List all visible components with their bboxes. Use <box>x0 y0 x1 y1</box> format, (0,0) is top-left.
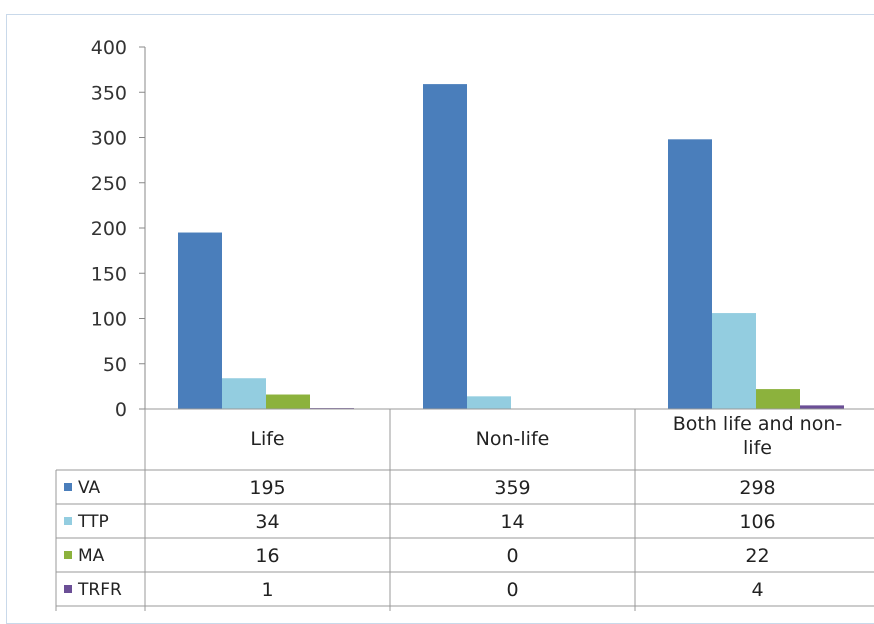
bar-ttp <box>467 396 511 409</box>
legend-label: TRFR <box>77 580 122 600</box>
table-cell-value: 34 <box>255 511 279 533</box>
category-label: Both life and non-life <box>673 413 843 459</box>
table-cell-value: 22 <box>745 545 769 567</box>
bar-va <box>423 84 467 409</box>
y-tick-label: 400 <box>91 37 127 59</box>
bar-ma <box>756 389 800 409</box>
y-tick-label: 150 <box>91 263 127 285</box>
bar-trfr <box>800 405 844 409</box>
table-cell-value: 298 <box>739 477 775 499</box>
table-cell-value: 14 <box>500 511 524 533</box>
bar-va <box>178 232 222 409</box>
bar-ma <box>266 394 310 409</box>
legend-key-ma <box>64 551 72 559</box>
legend-key-va <box>64 483 72 491</box>
legend-key-ttp <box>64 517 72 525</box>
y-tick-label: 0 <box>115 399 127 421</box>
legend-key-trfr <box>64 585 72 593</box>
table-cell-value: 16 <box>255 545 279 567</box>
bar-va <box>668 139 712 409</box>
table-cell-value: 0 <box>506 579 518 601</box>
legend-label: TTP <box>77 512 109 532</box>
table-cell-value: 1 <box>261 579 273 601</box>
table-cell-value: 195 <box>249 477 285 499</box>
y-tick-label: 300 <box>91 128 127 150</box>
bar-ttp <box>222 378 266 409</box>
y-tick-label: 100 <box>91 309 127 331</box>
y-tick-label: 200 <box>91 218 127 240</box>
table-cell-value: 4 <box>751 579 763 601</box>
y-tick-label: 250 <box>91 173 127 195</box>
table-cell-value: 106 <box>739 511 775 533</box>
table-cell-value: 0 <box>506 545 518 567</box>
category-label: Life <box>250 428 284 450</box>
y-tick-label: 350 <box>91 82 127 104</box>
category-label: Non-life <box>476 428 550 450</box>
legend-label: MA <box>78 546 105 566</box>
table-cell-value: 359 <box>494 477 530 499</box>
legend-label: VA <box>78 478 101 498</box>
bar-ttp <box>712 313 756 409</box>
y-tick-label: 50 <box>103 354 127 376</box>
